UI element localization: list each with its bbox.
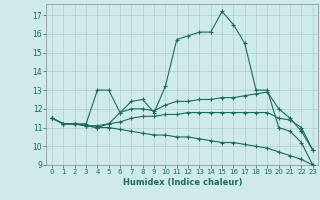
X-axis label: Humidex (Indice chaleur): Humidex (Indice chaleur) — [123, 178, 242, 187]
